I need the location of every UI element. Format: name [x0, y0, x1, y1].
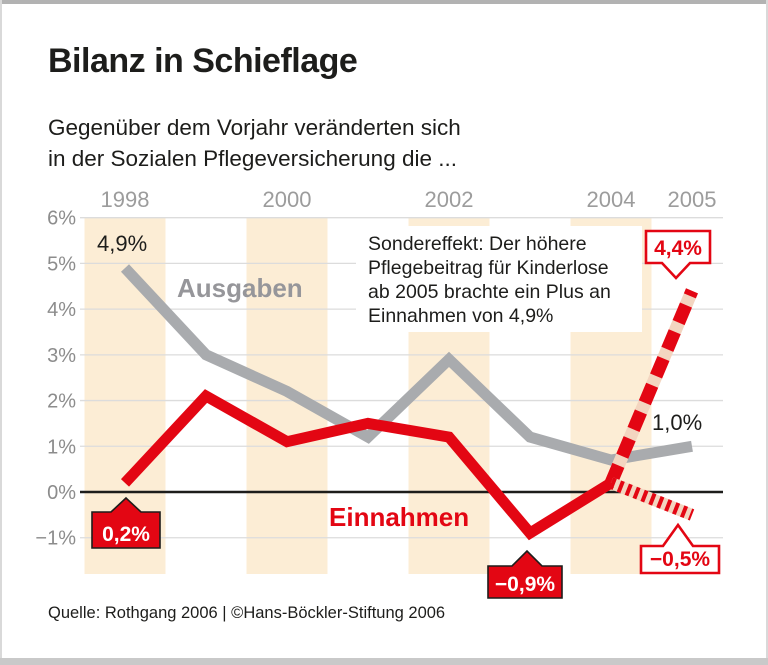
low-2005-callout-value: −0,5%: [650, 548, 710, 571]
x-tick-label: 2004: [587, 187, 636, 212]
x-tick-label: 2005: [668, 187, 717, 212]
high-2005-callout-bubble: [644, 229, 712, 280]
annotation-line-1: Sondereffekt: Der höhere: [368, 233, 587, 255]
x-tick-label: 2000: [263, 187, 312, 212]
annotation-line-3: ab 2005 brachte ein Plus an: [368, 281, 611, 303]
annotation-line-2: Pflegebeitrag für Kinderlose: [368, 257, 609, 279]
ausgaben-end-value-label: 1,0%: [652, 410, 702, 435]
ausgaben-start-value-label: 4,9%: [97, 231, 147, 256]
annotation-box: [356, 226, 642, 332]
high-2005-callout-value: 4,4%: [654, 237, 702, 260]
subtitle-line-2: in der Sozialen Pflegeversicherung die .…: [48, 146, 457, 171]
y-tick-label: 3%: [47, 345, 76, 367]
einnahmen-start-callout-bubble: [91, 496, 161, 549]
einnahmen-line: [120, 389, 614, 541]
einnahmen-2005-low-hatched-line: [608, 477, 695, 521]
einnahmen-series-label: Einnahmen: [329, 502, 469, 532]
y-axis-labels: 6% 5% 4% 3% 2% 1% 0% −1%: [35, 208, 76, 550]
page-subtitle: Gegenüber dem Vorjahr veränderten sich i…: [48, 112, 461, 174]
subtitle-line-1: Gegenüber dem Vorjahr veränderten sich: [48, 115, 461, 140]
y-tick-label: −1%: [35, 528, 76, 550]
frame-border-right: [766, 0, 768, 665]
annotation-line-4: Einnahmen von 4,9%: [368, 305, 553, 327]
gridlines: [80, 217, 723, 539]
einnahmen-low-callout-value: −0,9%: [495, 573, 555, 596]
y-tick-label: 1%: [47, 436, 76, 458]
ausgaben-line: [120, 264, 693, 466]
frame-border-bottom: [0, 658, 768, 665]
x-axis-labels: 1998 2000 2002 2004 2005: [101, 187, 717, 212]
einnahmen-2005-high-dashed-line: [605, 288, 698, 486]
frame-border-left: [0, 0, 2, 665]
y-tick-label: 6%: [47, 208, 76, 230]
frame-border-top: [0, 0, 768, 4]
x-tick-label: 1998: [101, 187, 150, 212]
y-tick-label: 5%: [47, 253, 76, 275]
x-tick-label: 2002: [425, 187, 474, 212]
ausgaben-series-label: Ausgaben: [177, 273, 303, 303]
einnahmen-low-callout-bubble: [487, 549, 563, 599]
page-title: Bilanz in Schieflage: [48, 42, 358, 80]
source-credit: Quelle: Rothgang 2006 | ©Hans-Böckler-St…: [48, 604, 446, 622]
low-2005-callout-bubble: [639, 522, 721, 575]
y-tick-label: 2%: [47, 391, 76, 413]
einnahmen-start-callout-value: 0,2%: [102, 523, 150, 546]
y-tick-label: 0%: [47, 482, 76, 504]
y-tick-label: 4%: [47, 299, 76, 321]
